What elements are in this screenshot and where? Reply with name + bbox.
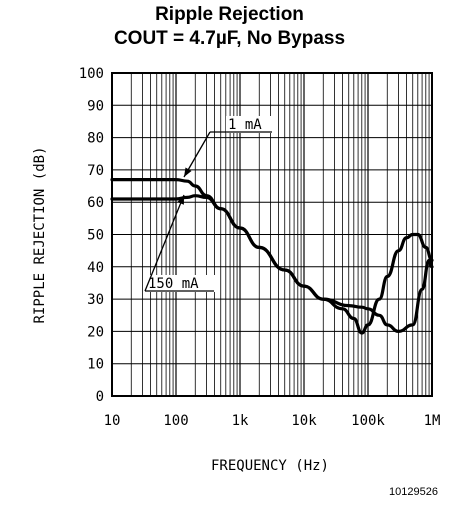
annotation-label: 1 mA — [228, 117, 262, 133]
y-tick-label: 0 — [96, 389, 104, 405]
y-tick-label: 90 — [87, 98, 104, 114]
plot-frame — [111, 72, 433, 397]
y-tick-label: 50 — [87, 228, 104, 244]
grid — [111, 72, 432, 397]
x-tick-label: 1M — [424, 413, 441, 429]
x-axis-label: FREQUENCY (Hz) — [211, 458, 329, 474]
y-tick-label: 30 — [87, 292, 104, 308]
annotation-background — [226, 116, 274, 133]
series-lines — [110, 177, 434, 335]
y-tick-label: 40 — [87, 260, 104, 276]
annotation-arrowhead — [184, 167, 192, 177]
plot-border — [111, 72, 433, 397]
annotation-background — [146, 275, 216, 292]
annotation-label: 150 mA — [148, 276, 199, 292]
annotations: 1 mA 150 mA — [144, 116, 274, 292]
y-tick-label: 80 — [87, 131, 104, 147]
y-axis-label: RIPPLE REJECTION (dB) — [32, 146, 48, 323]
chart-subtitle: COUT = 4.7µF, No Bypass — [113, 28, 346, 49]
x-tick-label: 10 — [104, 413, 121, 429]
x-tick-label: 100k — [351, 413, 385, 429]
y-tick-label: 20 — [87, 324, 104, 340]
annotation-arrowhead — [177, 195, 184, 205]
y-tick-label: 70 — [87, 163, 104, 179]
y-tick-label: 60 — [87, 195, 104, 211]
figure-id: 10129526 — [389, 486, 438, 498]
x-tick-label: 10k — [291, 413, 317, 429]
y-tick-label: 10 — [87, 357, 104, 373]
chart-title: Ripple Rejection — [155, 4, 304, 25]
y-tick-label: 100 — [79, 66, 104, 82]
x-tick-label: 100 — [163, 413, 188, 429]
x-tick-label: 1k — [232, 413, 249, 429]
annotation-leader — [144, 194, 185, 292]
series-line-150ma — [110, 194, 434, 335]
